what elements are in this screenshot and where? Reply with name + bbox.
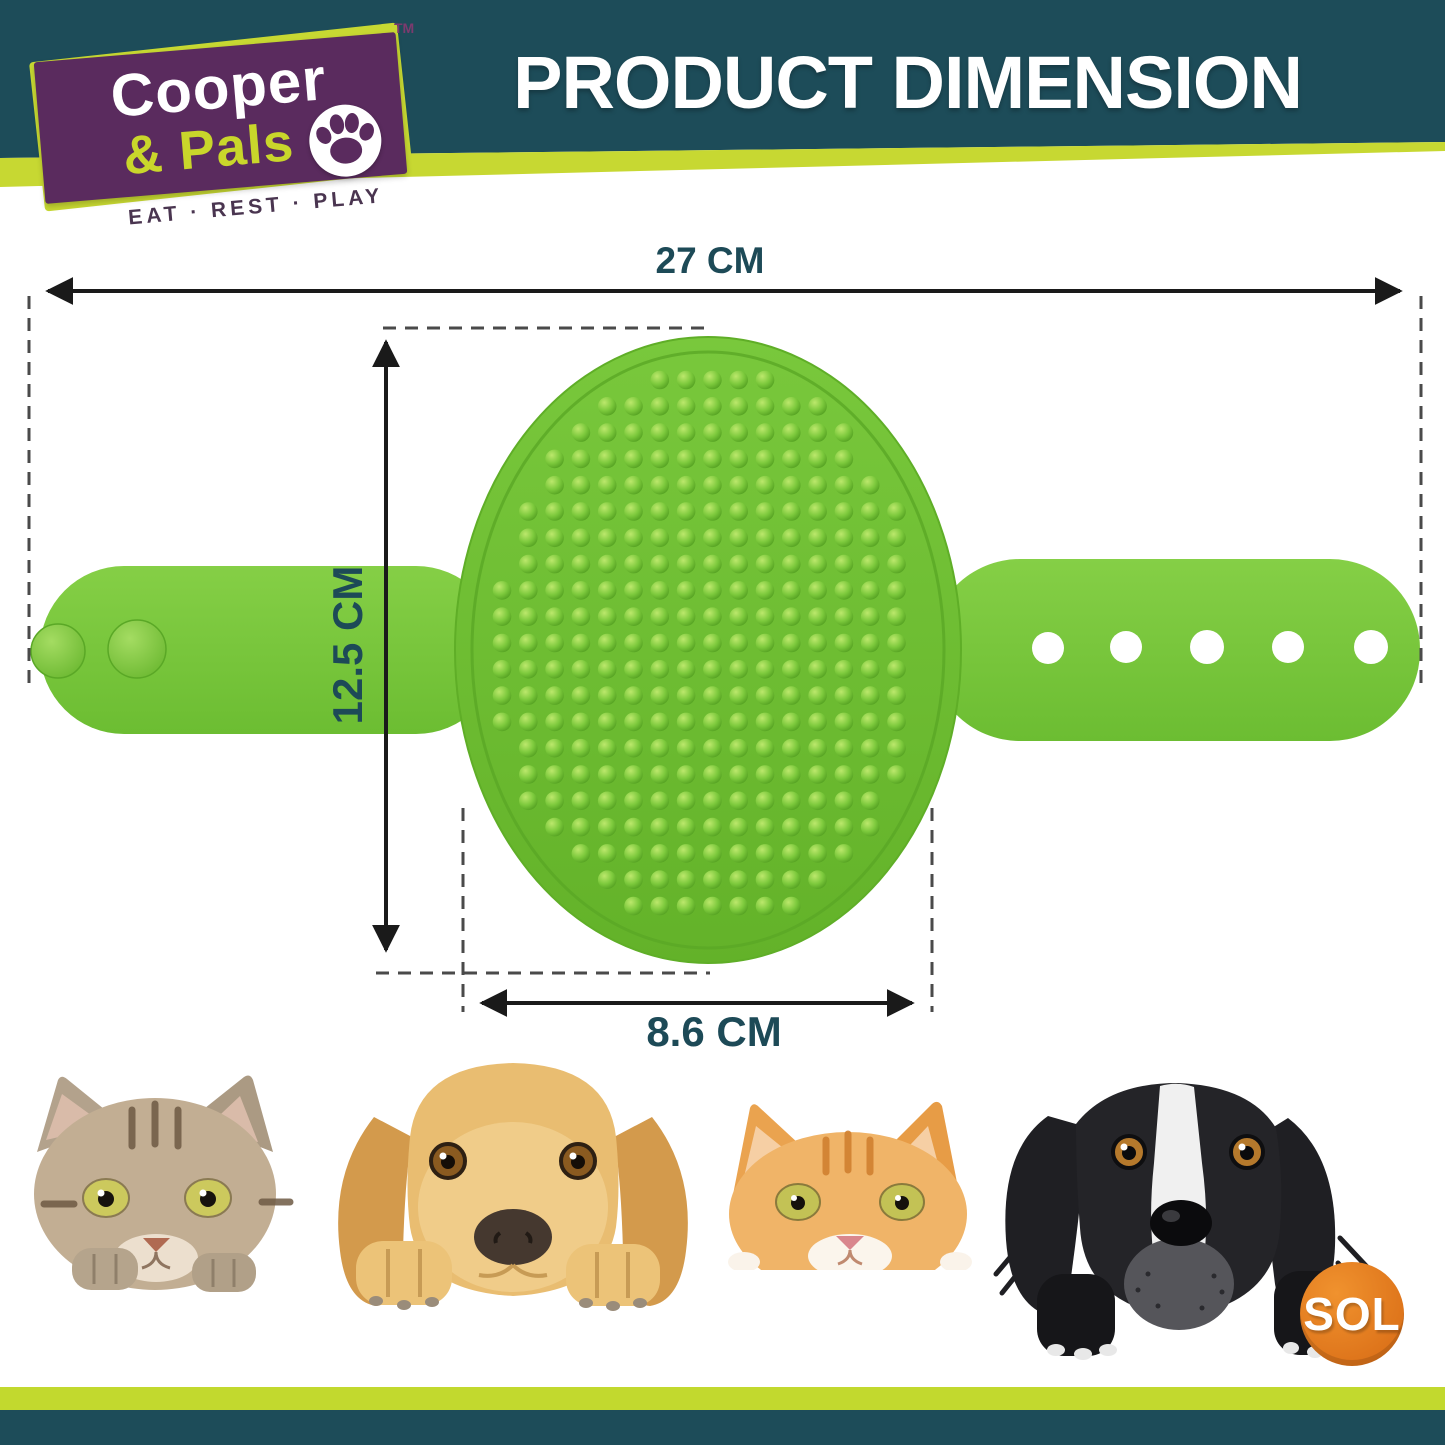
footer-band xyxy=(0,1410,1445,1445)
strap-hole xyxy=(1032,632,1064,664)
trademark-symbol: TM xyxy=(394,20,415,36)
left-strap xyxy=(30,566,500,734)
paw-badge xyxy=(306,101,385,180)
strap-hole xyxy=(1110,631,1142,663)
pad-ring xyxy=(470,350,946,950)
strap-hole xyxy=(1190,630,1224,664)
strap-knob xyxy=(30,623,86,679)
black-white-dog-image xyxy=(988,1078,1378,1365)
footer-stripe xyxy=(0,1387,1445,1410)
tabby-cat-image xyxy=(22,1072,312,1297)
width-dimension-label: 27 CM xyxy=(655,240,765,281)
ginger-cat-image xyxy=(712,1098,987,1296)
bristle-bumps xyxy=(492,370,906,916)
brush-pad xyxy=(454,336,962,964)
right-strap xyxy=(930,559,1420,741)
strap-hole xyxy=(1272,631,1304,663)
strap-hole xyxy=(1354,630,1388,664)
sol-logo-text: SOL xyxy=(1303,1288,1401,1340)
brand-logo: Cooper & Pals TM EAT · REST · PLAY xyxy=(0,0,480,260)
height-dimension-label: 12.5 CM xyxy=(324,565,371,725)
paw-icon xyxy=(316,113,374,164)
golden-dog-image xyxy=(328,1055,698,1322)
page-title: PRODUCT DIMENSION xyxy=(513,41,1303,124)
sol-logo: SOL xyxy=(1300,1262,1404,1366)
pad-width-dimension-label: 8.6 CM xyxy=(646,1008,782,1055)
strap-knob xyxy=(107,619,167,679)
brand-badge: Cooper & Pals xyxy=(33,32,408,204)
